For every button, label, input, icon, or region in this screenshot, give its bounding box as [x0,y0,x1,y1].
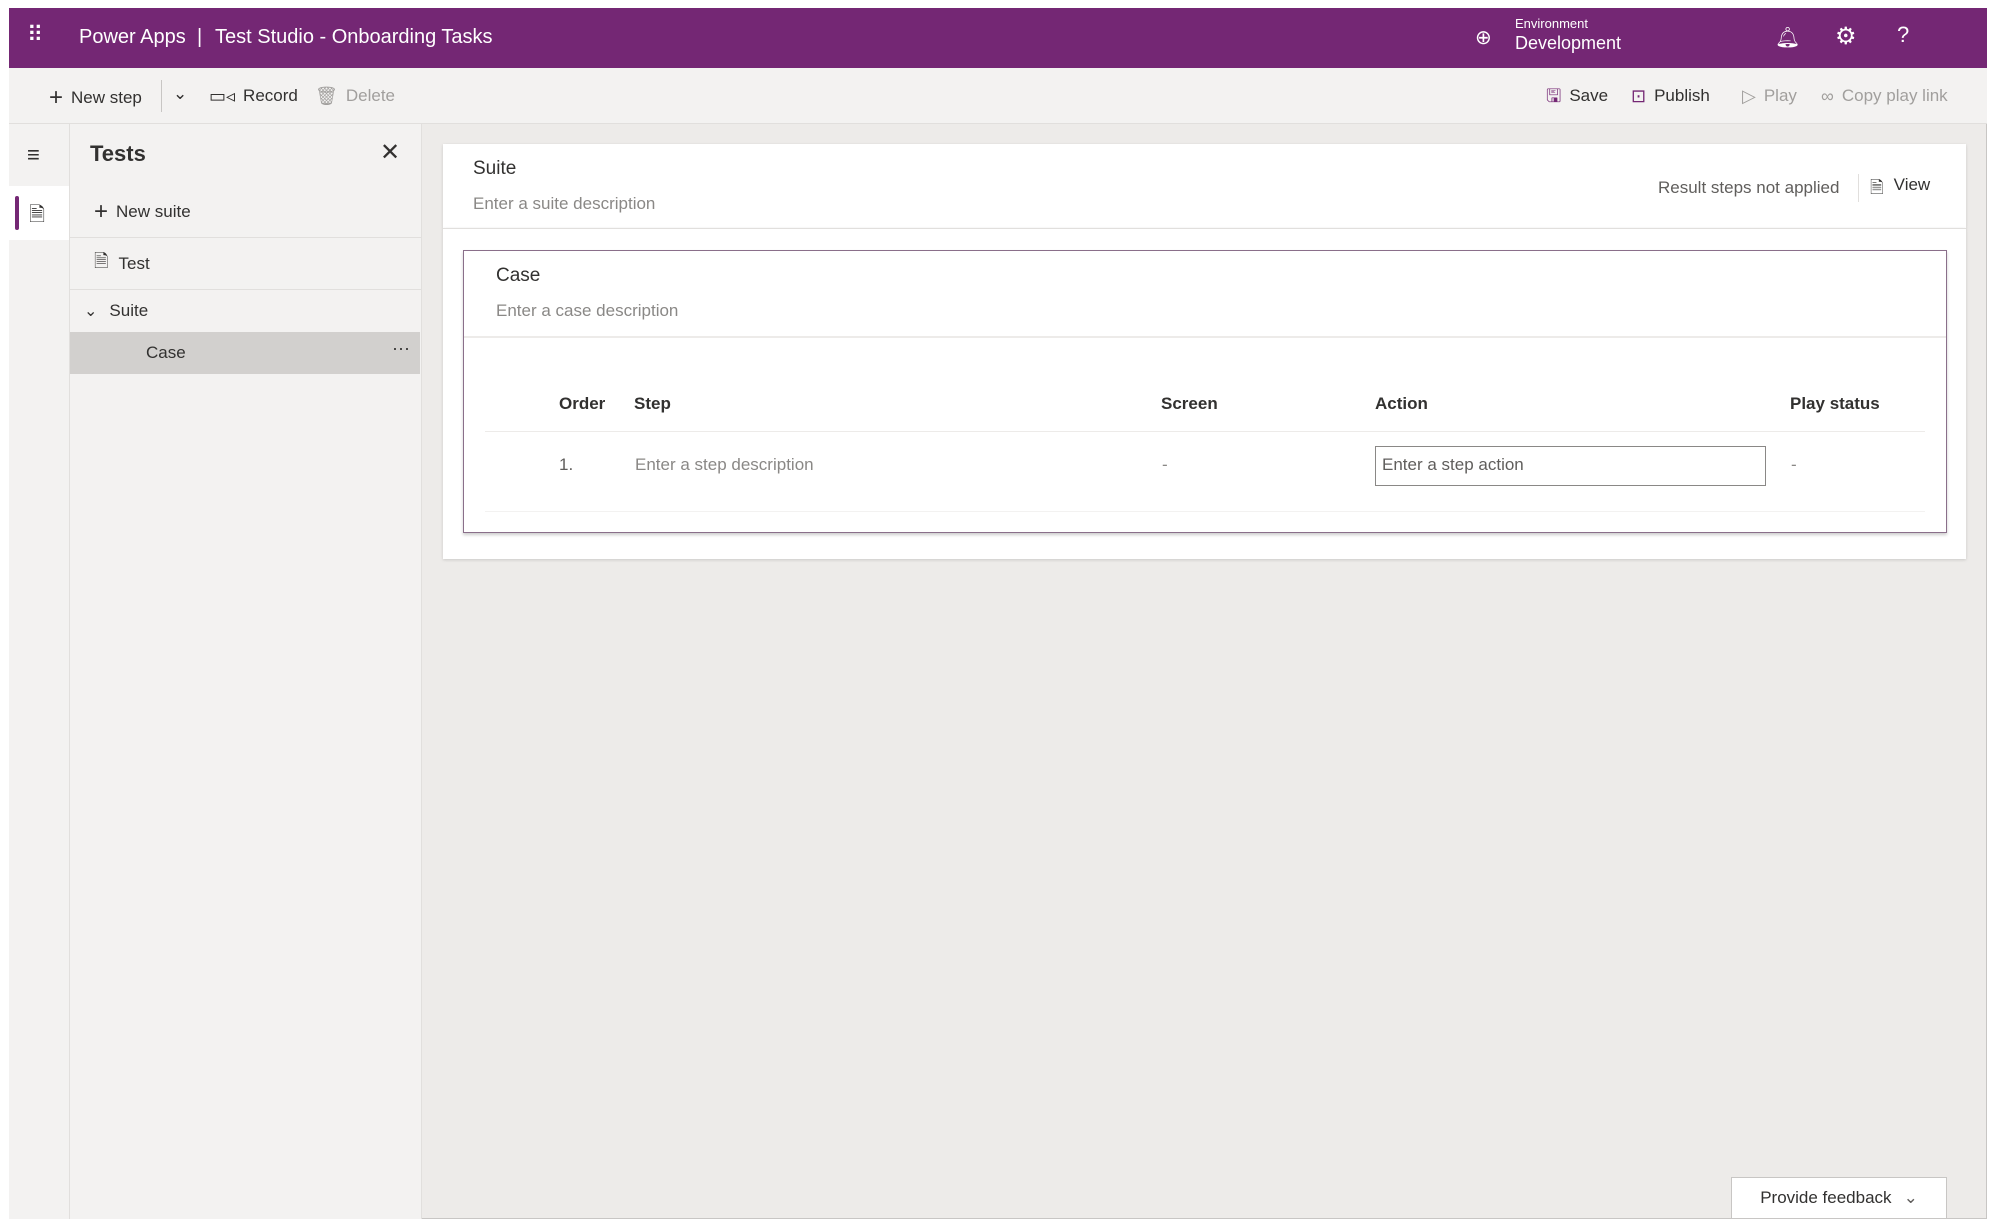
case-card: Case Enter a case description [463,250,1947,533]
divider [161,80,162,112]
feedback-label: Provide feedback [1760,1188,1892,1207]
test-icon: 🗎 [29,204,46,226]
result-status: Result steps not applied [1658,178,1840,197]
tests-panel: Tests ✕ + New suite 🗎 Test ⌄ Suite Case ··· [70,124,422,1219]
chevron-down-icon[interactable]: ⌄ [173,84,188,103]
publish-button[interactable]: ⊡ Publish [1631,86,1710,106]
step-action-input[interactable]: Enter a step action [1375,446,1766,486]
new-suite-button[interactable]: + New suite [70,186,422,238]
column-header-action: Action [1375,394,1428,413]
help-icon[interactable]: ? [1897,22,1910,47]
command-bar: + New step ⌄ ▭◃ Record 🗑︎ Delete 🖫 Save ⊡ Pub… [9,68,1987,124]
column-header-screen: Screen [1161,394,1218,413]
top-bar: ⠿ Power Apps | Test Studio - Onboarding … [9,8,1987,68]
test-icon: 🗎 [94,250,109,271]
case-description-input[interactable]: Enter a case description [496,301,679,320]
step-order: 1. [559,455,574,474]
hamburger-menu-icon[interactable]: ≡ [27,142,40,167]
plus-icon: + [49,84,64,111]
publish-icon: ⊡ [1631,86,1647,106]
divider [464,336,1946,338]
save-button[interactable]: 🖫 Save [1546,86,1608,106]
tree-item-test[interactable]: 🗎 Test [70,238,422,290]
gear-icon[interactable]: ⚙ [1835,23,1857,50]
provide-feedback-button[interactable]: Provide feedback ⌄ [1731,1177,1947,1219]
suite-label: Suite [109,301,149,320]
step-description-input[interactable]: Enter a step description [635,455,814,474]
plus-icon: + [94,197,109,225]
more-options-icon[interactable]: ··· [392,338,410,358]
new-suite-label: New suite [116,201,191,221]
play-label: Play [1763,86,1797,105]
view-button[interactable]: 🗎 View [1870,175,1930,204]
case-label: Case [146,343,186,362]
publish-label: Publish [1654,86,1710,105]
chevron-down-icon: ⌄ [1903,1188,1918,1207]
case-title[interactable]: Case [496,265,541,286]
copy-play-link-button[interactable]: ∞ Copy play link [1821,86,1948,106]
step-screen: - [1162,455,1168,474]
delete-button[interactable]: 🗑︎ Delete [315,86,395,106]
column-header-step: Step [634,394,671,413]
view-label: View [1893,175,1931,194]
bell-icon[interactable]: 🔔︎ [1775,27,1801,49]
column-header-play-status: Play status [1790,394,1880,413]
suite-card: Suite Enter a suite description Result s… [443,144,1966,228]
trash-icon: 🗑︎ [315,86,338,106]
save-label: Save [1569,86,1609,105]
app-launcher-icon[interactable]: ⠿ [27,22,43,47]
record-label: Record [243,86,298,105]
video-icon: ▭◃ [209,86,236,106]
chevron-down-icon[interactable]: ⌄ [84,303,98,320]
app-name: Power Apps [79,26,186,48]
suite-description-input[interactable]: Enter a suite description [473,194,656,213]
environment-value: Development [1515,33,1622,53]
new-step-label: New step [71,88,142,107]
copy-play-link-label: Copy play link [1841,86,1948,105]
suite-title[interactable]: Suite [473,158,517,179]
panel-title: Tests [90,141,146,166]
left-rail: ≡ 🗎 [9,124,70,1219]
step-play-status: - [1791,455,1797,474]
environment-label: Environment [1515,16,1588,31]
close-icon[interactable]: ✕ [380,139,401,166]
rail-item-tests[interactable]: 🗎 [9,186,69,240]
environment-picker[interactable]: Environment Development [1515,16,1621,54]
divider [1858,174,1859,202]
title-separator: | [197,26,203,48]
app-title: Test Studio - Onboarding Tasks [215,26,493,48]
column-header-order: Order [559,394,606,413]
new-step-button[interactable]: + New step [49,86,142,110]
active-indicator [15,196,19,230]
environment-icon: ⊕ [1475,27,1492,49]
link-icon: ∞ [1821,86,1834,106]
record-button[interactable]: ▭◃ Record [209,86,298,106]
divider [485,511,1925,512]
delete-label: Delete [345,86,395,105]
test-label: Test [118,253,150,273]
step-action-placeholder: Enter a step action [1382,455,1524,474]
play-icon: ▷ [1742,86,1756,106]
play-button[interactable]: ▷ Play [1742,86,1797,106]
save-icon: 🖫 [1546,86,1562,106]
tree-item-case[interactable]: Case ··· [70,332,420,374]
divider [485,431,1925,432]
tree-item-suite[interactable]: ⌄ Suite [70,290,422,332]
test-icon: 🗎 [1870,178,1884,197]
